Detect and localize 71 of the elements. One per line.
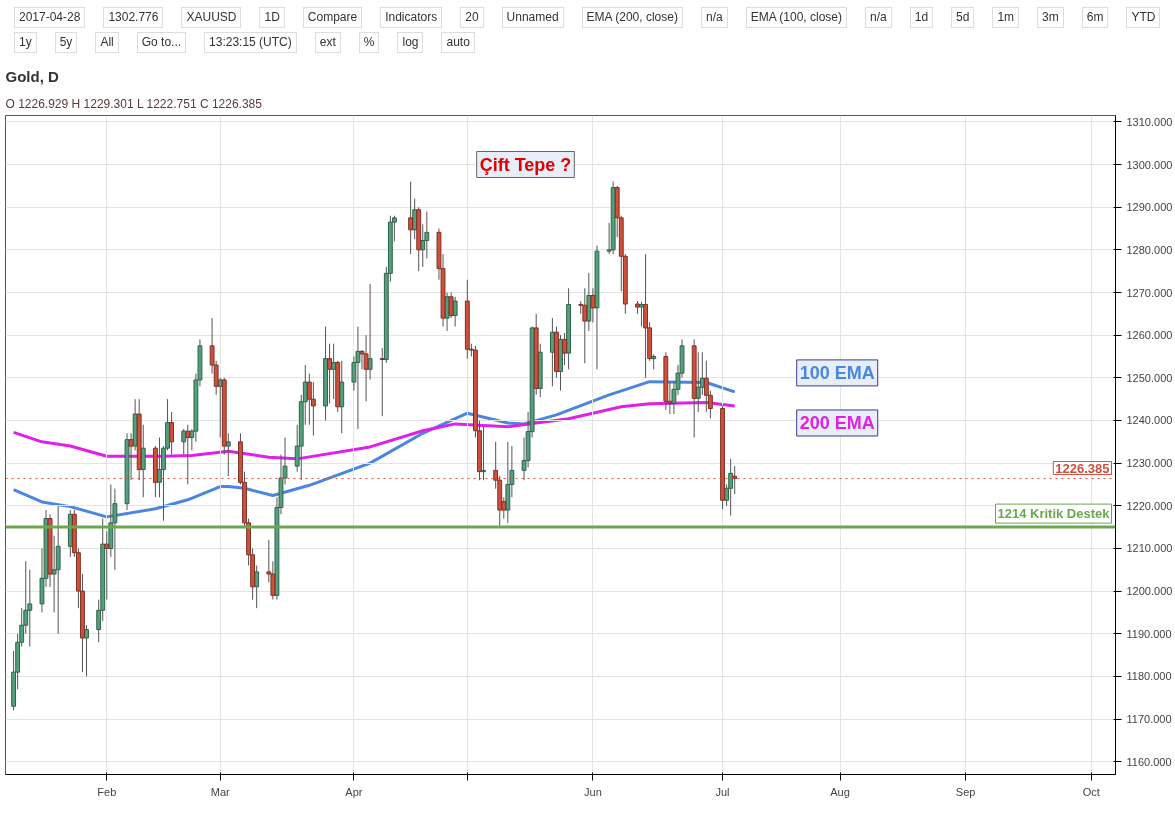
x-tick-label: Feb	[97, 785, 117, 798]
text: 1302.776	[103, 7, 164, 29]
y-tick-label: 1170.000	[1126, 713, 1172, 726]
y-tick-label: 1260.000	[1126, 329, 1173, 342]
candlestick	[590, 287, 596, 323]
candlestick	[112, 488, 118, 571]
text: XAUUSD	[181, 7, 242, 29]
text: 3m	[1037, 7, 1064, 29]
y-tick-label: 1160.000	[1126, 755, 1172, 768]
candlestick	[169, 411, 175, 456]
text: 6m	[1081, 7, 1109, 29]
text: %	[358, 32, 380, 54]
text: ext	[314, 32, 341, 54]
text: auto	[441, 32, 475, 54]
y-tick-label: 1190.000	[1126, 627, 1172, 640]
text: 5d	[951, 7, 975, 29]
text: 1d	[909, 7, 934, 29]
candlestick	[728, 458, 734, 517]
text: n/a	[865, 7, 892, 29]
text: Compare	[302, 7, 363, 29]
x-tick-label: Aug	[830, 785, 850, 798]
x-tick-label: Mar	[210, 785, 231, 798]
text: 1m	[992, 7, 1020, 29]
text: 13:23:15 (UTC)	[204, 32, 297, 54]
text: EMA (200, close)	[581, 7, 683, 29]
text: All	[95, 32, 119, 54]
text: 2017-04-28	[14, 7, 86, 29]
ref-line-label: 1214 Kritik Destek	[997, 506, 1111, 522]
y-tick-label: 1310.000	[1126, 115, 1173, 128]
text: Unnamed	[501, 7, 564, 29]
candlestick	[408, 181, 414, 255]
candlestick	[55, 505, 61, 635]
y-tick-label: 1230.000	[1126, 457, 1173, 470]
y-tick-label: 1250.000	[1126, 371, 1173, 384]
text: 5y	[54, 32, 78, 54]
y-tick-label: 1220.000	[1126, 499, 1173, 512]
candlestick	[225, 432, 231, 477]
candlestick	[643, 253, 648, 379]
y-tick-label: 1300.000	[1126, 158, 1173, 171]
text: 20	[460, 7, 484, 29]
annotation: Çift Tepe ?	[479, 154, 572, 175]
y-tick-label: 1240.000	[1126, 414, 1173, 427]
x-tick-label: Sep	[955, 785, 976, 798]
text: log	[397, 32, 424, 54]
candlestick	[379, 347, 385, 417]
y-tick-label: 1200.000	[1126, 585, 1173, 598]
y-tick-label: 1280.000	[1126, 243, 1173, 256]
y-tick-label: 1210.000	[1126, 542, 1173, 555]
text: YTD	[1126, 7, 1161, 29]
y-tick-label: 1290.000	[1126, 201, 1173, 214]
text: Indicators	[380, 7, 443, 29]
ref-line-label: 1226.385	[1055, 460, 1110, 476]
y-tick-label: 1180.000	[1126, 670, 1172, 683]
x-tick-label: Apr	[345, 785, 363, 798]
candlestick	[355, 326, 361, 430]
candlestick	[104, 530, 110, 601]
chart-title: Gold, D	[5, 67, 59, 85]
x-tick-label: Jun	[584, 785, 602, 798]
text: 100 EMA	[799, 362, 875, 383]
text: 200 EMA	[799, 412, 875, 433]
chart-subtitle: O 1226.929 H 1229.301 L 1222.751 C 1226.385	[5, 96, 263, 111]
x-tick-label: Oct	[1082, 785, 1100, 798]
text: 1y	[14, 32, 37, 54]
text: EMA (100, close)	[745, 7, 848, 29]
text: Go to...	[136, 32, 187, 54]
y-tick-label: 1270.000	[1126, 286, 1173, 299]
text: n/a	[700, 7, 728, 29]
candlestick	[327, 343, 333, 404]
text: 1D	[259, 7, 285, 29]
x-tick-label: Jul	[715, 785, 730, 798]
candlestick	[562, 332, 567, 366]
